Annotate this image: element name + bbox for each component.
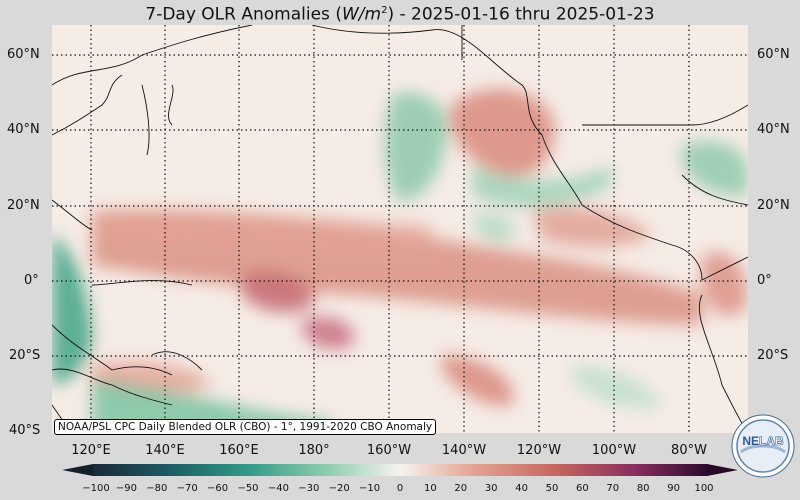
- lon-label: 160°W: [366, 443, 412, 458]
- graticule: [52, 25, 748, 433]
- lat-label-left: 20°S: [9, 348, 41, 363]
- lat-label-left: 60°N: [7, 47, 40, 62]
- lat-label-left: 40°N: [7, 122, 40, 137]
- anomaly-negative-southwest: [52, 235, 92, 385]
- colorbar-tick-label: −10: [359, 483, 381, 494]
- colorbar-tick-label: −70: [176, 483, 198, 494]
- colorbar-tick-label: 60: [576, 483, 589, 494]
- colorbar-tick-label: 80: [636, 483, 650, 494]
- anomaly-positive-ne-pacific: [450, 88, 555, 177]
- lat-label-left: 0°: [24, 273, 39, 288]
- lat-label-right: 20°S: [757, 348, 789, 363]
- lon-label: 120°W: [516, 443, 562, 458]
- anomaly-negative-east-south: [572, 365, 662, 409]
- lat-label-right: 0°: [757, 273, 772, 288]
- lon-label: 180°: [298, 443, 330, 458]
- lon-label: 160°E: [219, 443, 259, 458]
- olr-anomaly-map: [52, 25, 748, 433]
- colorbar-tick-label: −90: [115, 483, 137, 494]
- lat-label-right: 60°N: [757, 47, 790, 62]
- colorbar-low-arrow: [62, 464, 93, 476]
- source-caption: NOAA/PSL CPC Daily Blended OLR (CBO) - 1…: [54, 419, 437, 435]
- colorbar-tick-label: 100: [694, 483, 714, 494]
- colorbar-tick-label: 30: [484, 483, 498, 494]
- anomaly-positive-east-subtropics: [532, 206, 652, 247]
- colorbar-tick-label: −60: [207, 483, 229, 494]
- colorbar-tick-label: 0: [396, 483, 404, 494]
- lon-label: 80°W: [671, 443, 707, 458]
- colorbar-tick-label: 10: [424, 483, 437, 494]
- colorbar: [62, 464, 738, 476]
- colorbar-tick-label: −20: [328, 483, 350, 494]
- lon-label: 100°W: [591, 443, 637, 458]
- colorbar-tick-label: 90: [667, 483, 680, 494]
- anomaly-negative-east-pacific: [472, 214, 515, 242]
- colorbar-tick-label: 50: [545, 483, 559, 494]
- lat-label-left: 20°N: [7, 198, 40, 213]
- anomaly-positive-central-pacific: [242, 272, 314, 313]
- lat-label-right: 20°N: [757, 198, 790, 213]
- colorbar-tick-label: 70: [606, 483, 620, 494]
- colorbar-tick-label: −40: [267, 483, 289, 494]
- anomaly-positive-subtropics: [92, 208, 432, 250]
- anomaly-positive-south-east: [442, 355, 514, 406]
- nexlab-logo: NELAB: [731, 414, 795, 478]
- colorbar-tick-label: −30: [298, 483, 320, 494]
- colorbar-gradient: [93, 464, 707, 476]
- colorbar-tick-label: 40: [515, 483, 528, 494]
- colorbar-tick-label: −80: [146, 483, 168, 494]
- colorbar-tick-label: 20: [454, 483, 468, 494]
- svg-text:NELAB: NELAB: [742, 434, 784, 448]
- lon-label: 140°E: [145, 443, 185, 458]
- lon-label: 140°W: [441, 443, 487, 458]
- colorbar-high-arrow: [707, 464, 738, 476]
- anomaly-positive-south-america: [702, 252, 748, 316]
- anomaly-negative-north-pacific: [385, 92, 448, 201]
- map-title: 7-Day OLR Anomalies (W/m2) - 2025-01-16 …: [145, 4, 655, 25]
- lat-label-right: 40°N: [757, 122, 790, 137]
- lat-label-left: 40°S: [9, 423, 41, 438]
- colorbar-tick-label: −50: [237, 483, 259, 494]
- lon-label: 120°E: [71, 443, 111, 458]
- anomaly-negative-gulf: [682, 141, 748, 196]
- colorbar-tick-label: −100: [82, 483, 110, 494]
- anomaly-positive-south-pacific: [302, 316, 354, 350]
